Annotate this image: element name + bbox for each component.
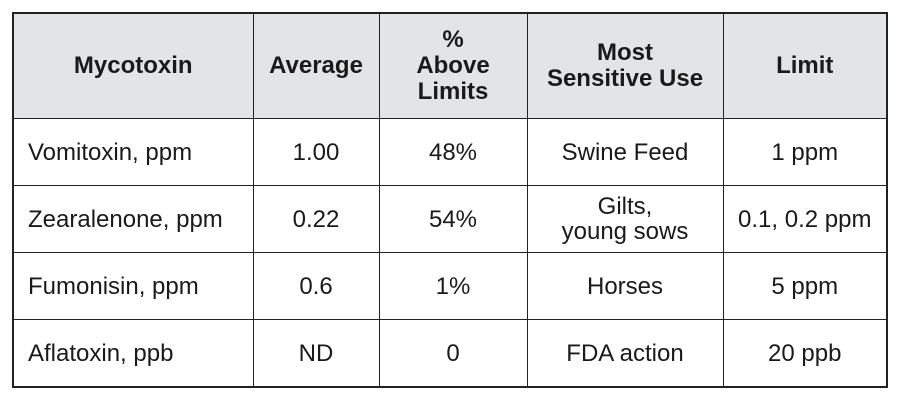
cell-sensitive-use-line: Swine Feed — [561, 138, 689, 166]
cell-average: 1.00 — [252, 118, 380, 186]
cell-average: 0.22 — [252, 185, 380, 253]
header-most-sensitive-use-line-2: Sensitive Use — [546, 65, 704, 92]
header-most-sensitive-use-line-1: Most — [597, 39, 653, 66]
header-percent-above-limits-line-1: % — [442, 26, 464, 53]
cell-sensitive-use: Horses — [526, 252, 724, 320]
header-average: Average — [252, 12, 380, 119]
header-limit: Limit — [722, 12, 888, 119]
cell-percent-above: 48% — [378, 118, 528, 186]
cell-mycotoxin: Zearalenone, ppm — [12, 185, 254, 253]
mycotoxin-table: Mycotoxin Average % Above Limits Most Se… — [12, 12, 888, 388]
header-most-sensitive-use: Most Sensitive Use — [526, 12, 724, 119]
cell-sensitive-use: FDA action — [526, 319, 724, 388]
cell-sensitive-use-line: Horses — [586, 272, 664, 300]
header-row: Mycotoxin Average % Above Limits Most Se… — [12, 12, 888, 119]
header-percent-above-limits: % Above Limits — [378, 12, 528, 119]
table-row: Zearalenone, ppm 0.22 54% Gilts, young s… — [12, 185, 888, 253]
table-row: Vomitoxin, ppm 1.00 48% Swine Feed 1 ppm — [12, 118, 888, 186]
table-row: Fumonisin, ppm 0.6 1% Horses 5 ppm — [12, 252, 888, 320]
cell-mycotoxin: Aflatoxin, ppb — [12, 319, 254, 388]
cell-sensitive-use: Gilts, young sows — [526, 185, 724, 253]
header-percent-above-limits-line-2: Above — [416, 52, 490, 79]
cell-percent-above: 54% — [378, 185, 528, 253]
mycotoxin-table-container: Mycotoxin Average % Above Limits Most Se… — [12, 12, 888, 388]
cell-mycotoxin: Fumonisin, ppm — [12, 252, 254, 320]
cell-percent-above: 0 — [378, 319, 528, 388]
header-mycotoxin: Mycotoxin — [12, 12, 254, 119]
cell-sensitive-use-line: young sows — [561, 218, 689, 245]
cell-average: 0.6 — [252, 252, 380, 320]
cell-limit: 0.1, 0.2 ppm — [722, 185, 888, 253]
table-row: Aflatoxin, ppb ND 0 FDA action 20 ppb — [12, 319, 888, 388]
cell-limit: 5 ppm — [722, 252, 888, 320]
cell-mycotoxin: Vomitoxin, ppm — [12, 118, 254, 186]
cell-limit: 20 ppb — [722, 319, 888, 388]
cell-average: ND — [252, 319, 380, 388]
cell-percent-above: 1% — [378, 252, 528, 320]
cell-sensitive-use: Swine Feed — [526, 118, 724, 186]
cell-sensitive-use-line: Gilts, — [597, 193, 653, 220]
header-percent-above-limits-line-3: Limits — [417, 78, 489, 105]
cell-limit: 1 ppm — [722, 118, 888, 186]
cell-sensitive-use-line: FDA action — [566, 339, 684, 367]
